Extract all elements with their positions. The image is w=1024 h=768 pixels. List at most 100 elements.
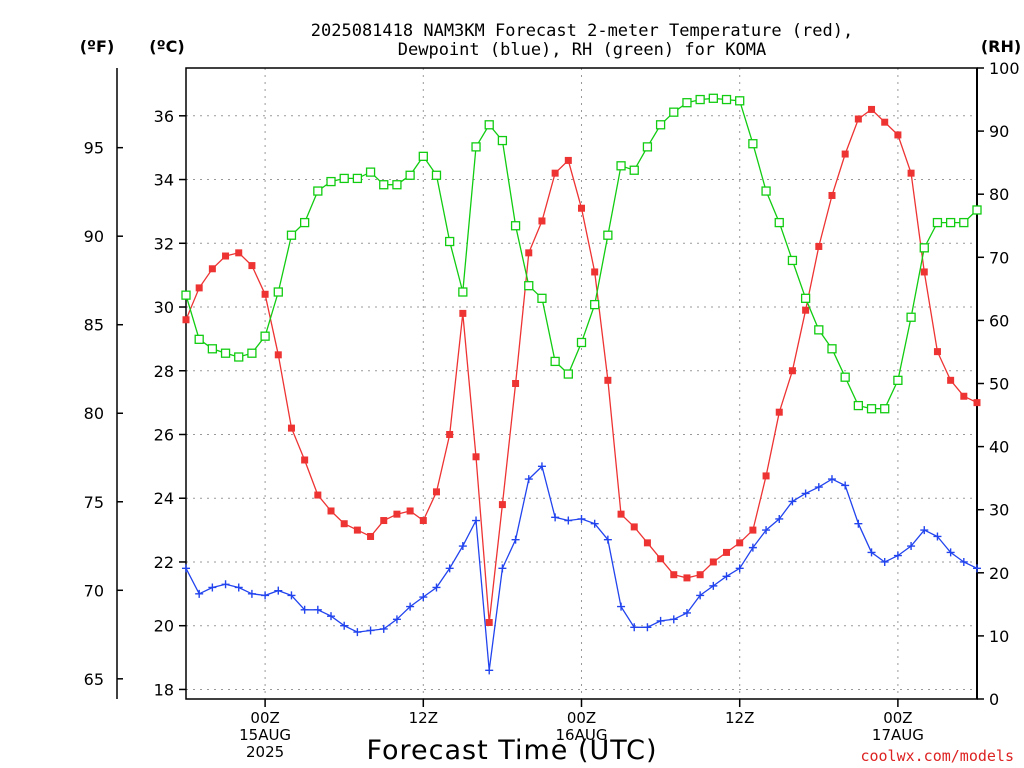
dewpoint-marker bbox=[590, 519, 599, 528]
dewpoint-marker bbox=[511, 535, 520, 544]
temperature-marker bbox=[828, 191, 836, 199]
rh-marker bbox=[392, 180, 402, 190]
fahrenheit-unit-label: (ºF) bbox=[80, 37, 115, 56]
dewpoint-marker bbox=[445, 564, 454, 573]
temperature-marker bbox=[472, 453, 480, 461]
celsius-tick-label: 18 bbox=[154, 680, 174, 699]
dewpoint-marker bbox=[353, 628, 362, 637]
rh-marker bbox=[181, 290, 191, 300]
rh-tick-label: 100 bbox=[989, 59, 1020, 78]
rh-marker bbox=[365, 167, 376, 177]
dewpoint-marker bbox=[340, 621, 349, 630]
dewpoint-marker bbox=[234, 583, 243, 592]
rh-marker bbox=[800, 293, 811, 303]
rh-marker bbox=[748, 139, 758, 149]
temperature-marker bbox=[393, 510, 401, 518]
temperature-marker bbox=[314, 491, 322, 499]
temperature-marker bbox=[182, 316, 190, 324]
rh-marker bbox=[906, 312, 916, 322]
rh-marker bbox=[537, 293, 547, 303]
rh-marker bbox=[339, 173, 349, 184]
rh-marker bbox=[682, 98, 692, 108]
rh-tick-label: 70 bbox=[989, 248, 1009, 267]
dewpoint-marker bbox=[696, 591, 705, 600]
dewpoint-marker bbox=[182, 564, 190, 573]
rh-marker bbox=[629, 165, 639, 175]
temperature-marker bbox=[736, 539, 744, 547]
celsius-tick-label: 34 bbox=[154, 171, 174, 190]
dewpoint-marker bbox=[472, 516, 481, 525]
time-tick-label: 00Z bbox=[250, 709, 279, 727]
rh-marker bbox=[721, 94, 732, 105]
dewpoint-marker bbox=[366, 626, 375, 635]
temperature-marker bbox=[762, 472, 770, 480]
dewpoint-marker bbox=[973, 564, 981, 573]
time-tick-label: 17AUG bbox=[872, 726, 924, 744]
celsius-tick-label: 22 bbox=[154, 553, 174, 572]
temperature-marker bbox=[841, 150, 849, 158]
temperature-marker bbox=[973, 399, 981, 407]
temperature-marker bbox=[551, 169, 559, 177]
rh-tick-label: 30 bbox=[989, 501, 1009, 520]
rh-tick-label: 40 bbox=[989, 438, 1009, 457]
dewpoint-marker bbox=[946, 548, 955, 557]
rh-tick-label: 90 bbox=[989, 122, 1009, 141]
fahrenheit-tick-label: 85 bbox=[84, 316, 104, 335]
rh-marker bbox=[576, 337, 587, 348]
dewpoint-marker bbox=[432, 583, 441, 592]
temperature-marker bbox=[854, 115, 862, 123]
rh-marker bbox=[405, 170, 415, 180]
dewpoint-marker bbox=[524, 475, 533, 484]
dewpoint-marker bbox=[287, 591, 296, 600]
rh-marker bbox=[655, 120, 666, 130]
rh-marker bbox=[524, 281, 534, 291]
celsius-tick-label: 36 bbox=[154, 107, 174, 126]
rh-marker bbox=[418, 151, 428, 161]
dewpoint-marker bbox=[669, 615, 678, 624]
dewpoint-marker bbox=[775, 514, 784, 523]
rh-tick-label: 80 bbox=[989, 185, 1009, 204]
dewpoint-marker bbox=[722, 572, 731, 581]
time-tick-label: 00Z bbox=[883, 709, 912, 727]
dewpoint-marker bbox=[854, 519, 863, 528]
temperature-marker bbox=[683, 574, 691, 582]
credit-text: coolwx.com/models bbox=[860, 747, 1014, 765]
rh-marker bbox=[708, 93, 718, 103]
temperature-marker bbox=[525, 249, 533, 257]
dewpoint-marker bbox=[221, 580, 230, 589]
time-tick-label: 12Z bbox=[409, 709, 438, 727]
rh-marker bbox=[735, 96, 745, 106]
rh-marker bbox=[234, 352, 244, 362]
temperature-marker bbox=[498, 501, 506, 509]
dewpoint-marker bbox=[788, 497, 797, 506]
rh-marker bbox=[945, 217, 956, 228]
temperature-marker bbox=[419, 517, 427, 525]
dewpoint-marker bbox=[564, 516, 573, 525]
rh-marker bbox=[431, 170, 442, 180]
fahrenheit-tick-label: 65 bbox=[84, 670, 104, 689]
temperature-marker bbox=[881, 118, 889, 126]
dewpoint-marker bbox=[920, 526, 929, 535]
temperature-marker bbox=[815, 242, 823, 250]
chart-title-line-2: Dewpoint (blue), RH (green) for KOMA bbox=[398, 40, 766, 60]
rh-tick-label: 20 bbox=[989, 564, 1009, 583]
rh-marker bbox=[207, 344, 218, 354]
rh-marker bbox=[326, 176, 336, 187]
dewpoint-marker bbox=[327, 612, 336, 621]
temperature-marker bbox=[578, 204, 585, 212]
temperature-marker bbox=[696, 571, 704, 579]
temperature-marker bbox=[208, 265, 216, 273]
temperature-marker bbox=[657, 555, 665, 563]
rh-marker bbox=[893, 375, 903, 385]
rh-marker bbox=[616, 161, 626, 171]
dewpoint-marker bbox=[959, 557, 968, 566]
rh-marker bbox=[497, 135, 508, 146]
temperature-marker bbox=[512, 380, 520, 387]
temperature-marker bbox=[907, 169, 915, 177]
rh-marker bbox=[484, 120, 494, 130]
rh-marker bbox=[761, 186, 771, 196]
dewpoint-marker bbox=[867, 548, 876, 557]
rh-tick-label: 10 bbox=[989, 627, 1009, 646]
rh-marker bbox=[510, 221, 521, 231]
